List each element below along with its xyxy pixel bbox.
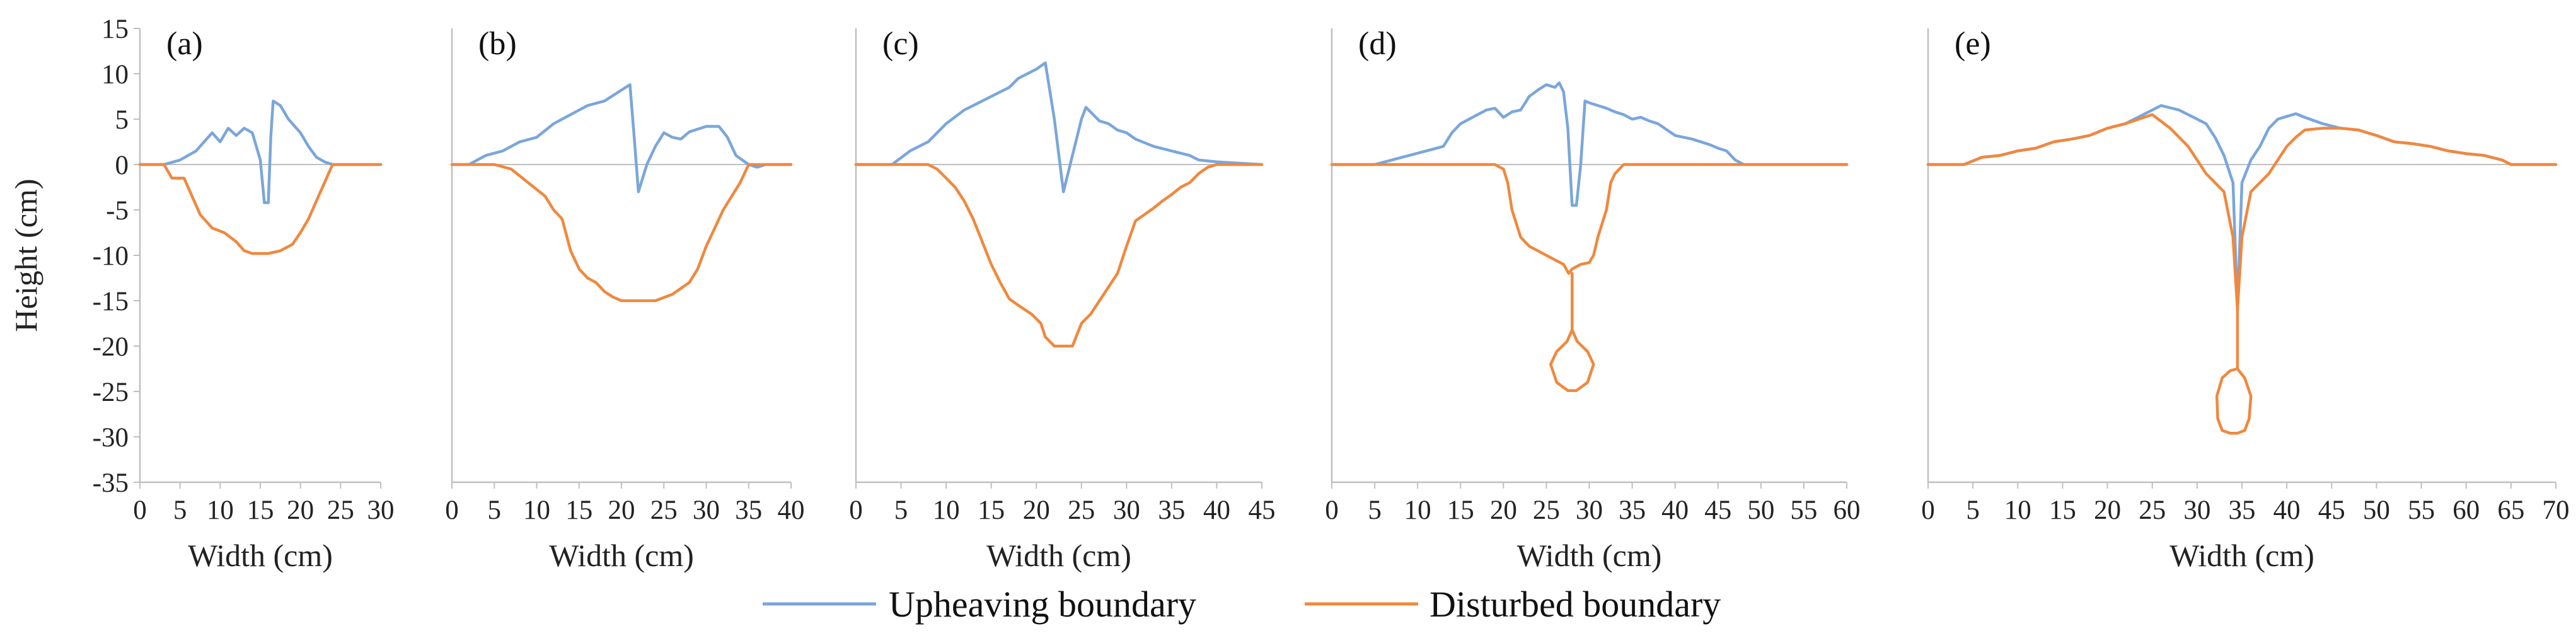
panel-d: 0 5 10 15 20 25 30 35 40 45 50 55 60 Width (cm) (d) <box>1325 26 1860 573</box>
x-tick-label: 30 <box>1576 495 1603 525</box>
x-tick-label: 40 <box>778 495 805 525</box>
x-tick-label: 0 <box>1921 495 1935 525</box>
x-tick-label: 55 <box>1790 495 1817 525</box>
x-tick-label: 20 <box>1023 495 1050 525</box>
x-axis-title: Width (cm) <box>986 538 1131 573</box>
x-tick-label: 15 <box>565 495 592 525</box>
x-tick-label: 10 <box>1404 495 1431 525</box>
y-tick-label: -20 <box>93 332 129 362</box>
x-tick-label: 0 <box>849 495 863 525</box>
x-tick-label: 35 <box>1619 495 1646 525</box>
panel-a: 0 5 10 15 20 25 30151050-5-10-15-20-25-30-35He… <box>8 14 395 573</box>
panel-label: (c) <box>882 26 919 62</box>
x-tick-label: 25 <box>1533 495 1560 525</box>
legend-disturbed-label: Disturbed boundary <box>1430 584 1721 625</box>
y-tick-label: -15 <box>93 287 129 316</box>
y-tick-label: -5 <box>106 196 129 226</box>
panel-b: 0 5 10 15 20 25 30 35 40 Width (cm) (b) <box>445 26 804 573</box>
disturbed-boundary-line <box>854 163 1264 348</box>
panel-label: (a) <box>166 26 203 62</box>
upheaving-boundary-line <box>1926 104 2558 311</box>
x-tick-label: 5 <box>173 495 187 525</box>
panel-c: 0 5 10 15 20 25 30 35 40 45 Width (cm) (c) <box>849 26 1275 573</box>
y-tick-label: 10 <box>101 60 129 90</box>
x-tick-label: 30 <box>2183 495 2210 525</box>
x-tick-label: 30 <box>1113 495 1140 525</box>
y-tick-label: 15 <box>101 14 129 44</box>
x-tick-label: 0 <box>1325 495 1339 525</box>
x-tick-label: 45 <box>2318 495 2345 525</box>
x-tick-label: 45 <box>1249 495 1276 525</box>
x-tick-label: 15 <box>247 495 274 525</box>
x-tick-label: 45 <box>1704 495 1731 525</box>
legend: Upheaving boundary Disturbed boundary <box>763 584 1721 625</box>
x-tick-label: 0 <box>133 495 147 525</box>
x-tick-label: 10 <box>207 495 234 525</box>
disturbed-boundary-line <box>138 163 383 255</box>
y-tick-label: 0 <box>115 151 129 180</box>
x-axis-title: Width (cm) <box>549 538 694 573</box>
x-tick-label: 10 <box>2004 495 2031 525</box>
x-tick-label: 40 <box>2273 495 2301 525</box>
x-axis-title: Width (cm) <box>2169 538 2314 573</box>
x-tick-label: 70 <box>2543 495 2570 525</box>
x-tick-label: 35 <box>735 495 762 525</box>
panel-e: 0 5 10 15 20 25 30 35 40 45 50 55 60 65 70 Width (cm) (e… <box>1921 26 2569 573</box>
panel-label: (b) <box>478 26 517 62</box>
x-tick-label: 30 <box>693 495 720 525</box>
x-axis-title: Width (cm) <box>1517 538 1662 573</box>
x-tick-label: 25 <box>2139 495 2166 525</box>
upheaving-boundary-line <box>1330 81 1849 207</box>
x-tick-label: 10 <box>933 495 960 525</box>
x-tick-label: 5 <box>894 495 908 525</box>
x-tick-label: 10 <box>523 495 550 525</box>
legend-upheaving-label: Upheaving boundary <box>889 584 1196 625</box>
disturbed-boundary-line <box>1926 113 2558 311</box>
x-tick-label: 65 <box>2497 495 2524 525</box>
x-tick-label: 20 <box>1490 495 1517 525</box>
y-tick-label: -30 <box>93 423 129 453</box>
x-tick-label: 20 <box>2094 495 2121 525</box>
upheaving-boundary-line <box>450 83 793 194</box>
x-tick-label: 15 <box>978 495 1005 525</box>
x-tick-label: 5 <box>1966 495 1980 525</box>
x-tick-label: 20 <box>608 495 635 525</box>
upheaving-boundary-line <box>138 99 383 204</box>
x-tick-label: 50 <box>1747 495 1774 525</box>
x-tick-label: 20 <box>287 495 314 525</box>
disturbed-boundary-line <box>1330 163 1849 275</box>
x-tick-label: 5 <box>488 495 502 525</box>
y-tick-label: -25 <box>93 378 129 407</box>
x-tick-label: 60 <box>1834 495 1861 525</box>
x-tick-label: 40 <box>1661 495 1689 525</box>
y-tick-label: 5 <box>115 105 129 135</box>
x-tick-label: 5 <box>1368 495 1382 525</box>
disturbed-boundary-line <box>2215 308 2253 435</box>
disturbed-boundary-line <box>1549 272 1595 392</box>
x-tick-label: 15 <box>2049 495 2076 525</box>
x-tick-label: 25 <box>1068 495 1095 525</box>
upheaving-boundary-line <box>854 61 1264 194</box>
x-tick-label: 15 <box>1447 495 1474 525</box>
x-tick-label: 35 <box>1158 495 1185 525</box>
x-tick-label: 0 <box>445 495 459 525</box>
panel-label: (d) <box>1358 26 1397 62</box>
y-tick-label: -10 <box>93 241 129 271</box>
y-axis-title: Height (cm) <box>8 179 43 332</box>
x-tick-label: 55 <box>2408 495 2435 525</box>
x-tick-label: 50 <box>2363 495 2390 525</box>
disturbed-boundary-line <box>450 163 793 303</box>
x-tick-label: 30 <box>367 495 395 525</box>
x-tick-label: 40 <box>1203 495 1230 525</box>
x-axis-title: Width (cm) <box>188 538 333 573</box>
x-tick-label: 60 <box>2452 495 2480 525</box>
x-tick-label: 35 <box>2229 495 2256 525</box>
chart-panels: 0 5 10 15 20 25 30151050-5-10-15-20-25-30-35He… <box>8 14 2570 573</box>
panel-label: (e) <box>1955 26 1991 62</box>
x-tick-label: 25 <box>650 495 678 525</box>
x-tick-label: 25 <box>327 495 354 525</box>
y-tick-label: -35 <box>93 468 129 498</box>
